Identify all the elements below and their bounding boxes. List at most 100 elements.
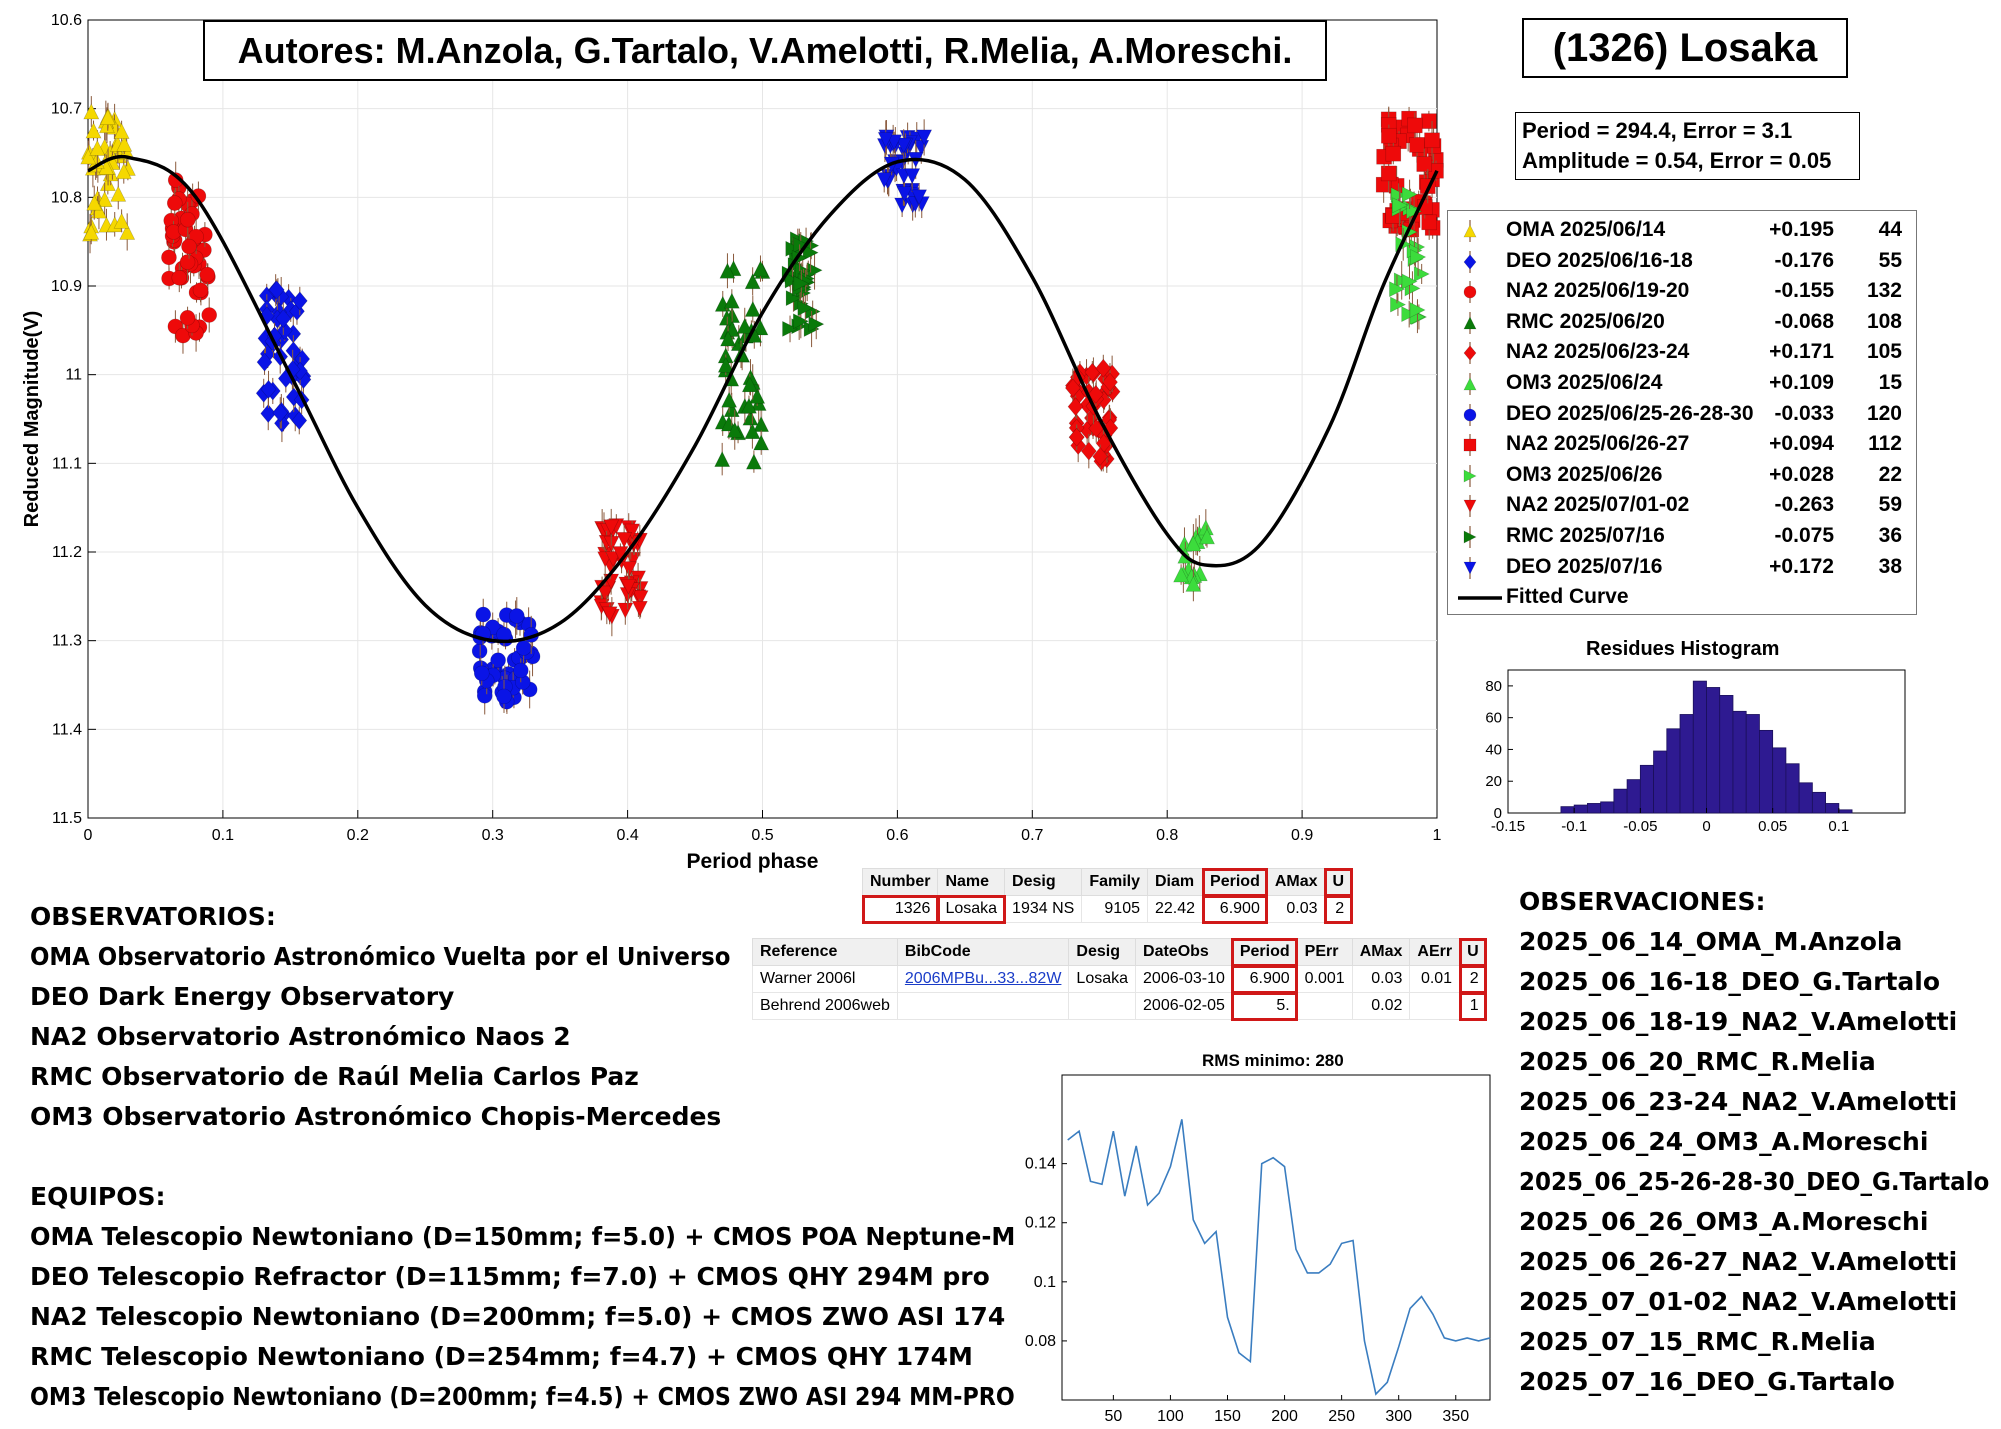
legend-name: RMC 2025/07/16 — [1506, 524, 1665, 547]
data-point — [1407, 117, 1423, 134]
lcdb-summary-row-cell-1: Losaka — [936, 894, 1006, 924]
data-point — [1401, 273, 1418, 290]
data-point — [752, 260, 769, 277]
data-point — [877, 132, 894, 149]
period-amplitude-box: Period = 294.4, Error = 3.1 Amplitude = … — [1515, 112, 1860, 180]
observacion-item-10: 2025_07_15_RMC_R.Melia — [1519, 1327, 1876, 1356]
lcdb-ref-row-0-cell-4: 6.900 — [1231, 964, 1299, 994]
equipo-item-4: OM3 Telescopio Newtoniano (D=200mm; f=4.… — [30, 1382, 1015, 1411]
data-point — [201, 307, 217, 323]
histogram-bar — [1745, 714, 1760, 814]
lcdb-ref-header-8: U — [1458, 937, 1488, 967]
legend-offset: +0.028 — [1769, 462, 1834, 486]
y-tick-label: 11.4 — [52, 721, 82, 738]
data-point — [275, 309, 292, 329]
legend-entry-9: NA2 2025/07/01-02 -0.263 59 — [1448, 490, 1916, 520]
data-point — [1185, 535, 1202, 552]
lcdb-summary-header-0: Number — [861, 868, 939, 896]
legend-name: Fitted Curve — [1506, 585, 1629, 609]
y-tick-label: 10.9 — [51, 278, 82, 295]
data-point — [736, 317, 753, 334]
data-point — [179, 254, 196, 270]
y-tick-label: 10.6 — [51, 12, 82, 29]
data-point — [256, 352, 273, 372]
data-point — [260, 379, 277, 399]
data-point — [113, 122, 130, 139]
x-tick-label: 0.7 — [1021, 827, 1043, 844]
data-point — [726, 421, 743, 438]
histogram-title: Residues Histogram — [1586, 638, 1780, 660]
data-point — [1381, 127, 1397, 144]
data-point — [601, 606, 618, 623]
lcdb-ref-header-4: Period — [1231, 937, 1299, 967]
x-tick-label: 0.3 — [482, 827, 504, 844]
lcdb-summary-row-cell-6: 0.03 — [1266, 895, 1326, 923]
data-point — [83, 223, 100, 240]
legend-entry-7: NA2 2025/06/26-27 +0.094 112 — [1448, 429, 1916, 459]
histogram-bar — [1573, 804, 1588, 814]
data-point — [192, 282, 209, 299]
rms-x-tick-label: 50 — [1104, 1408, 1122, 1425]
data-point — [1385, 145, 1402, 162]
legend-offset: -0.033 — [1774, 401, 1834, 425]
legend-entry-6: DEO 2025/06/25-26-28-30 -0.033 120 — [1448, 399, 1916, 429]
data-point — [1393, 272, 1410, 289]
lcdb-summary-header-3: Family — [1081, 868, 1148, 896]
observacion-item-7: 2025_06_26_OM3_A.Moreschi — [1519, 1207, 1929, 1236]
lcdb-ref-row-0-cell-1[interactable]: 2006MPBu...33...82W — [896, 965, 1070, 993]
series-2 — [161, 161, 217, 354]
lcdb-summary-row-cell-0: 1326 — [861, 894, 939, 924]
data-point — [742, 409, 759, 426]
histogram-bar — [1639, 764, 1654, 814]
legend-symbol — [1463, 316, 1477, 330]
rms-area — [1061, 1074, 1491, 1401]
observacion-item-1: 2025_06_16-18_DEO_G.Tartalo — [1519, 967, 1941, 996]
data-point — [512, 662, 529, 679]
data-point — [603, 519, 620, 536]
data-point — [752, 319, 769, 336]
lcdb-ref-header-2: Desig — [1068, 938, 1137, 966]
data-point — [476, 687, 493, 704]
lcdb-ref-row-0-cell-0: Warner 2006l — [752, 965, 898, 993]
lcdb-ref-row-1-cell-0: Behrend 2006web — [752, 992, 898, 1020]
x-tick-label: 0.1 — [212, 827, 234, 844]
lcdb-ref-row-0: Warner 2006l 2006MPBu...33...82W Losaka 200… — [752, 964, 1488, 994]
asteroid-title: (1326) Losaka — [1522, 18, 1848, 78]
hist-x-tick-label: -0.1 — [1561, 818, 1587, 835]
observatorio-item-2: NA2 Observatorio Astronómico Naos 2 — [30, 1022, 571, 1051]
legend-offset: +0.171 — [1769, 340, 1834, 364]
rms-y-tick-label: 0.1 — [1034, 1274, 1056, 1291]
y-tick-label: 11 — [65, 367, 82, 384]
data-point — [1102, 372, 1118, 392]
legend-symbol — [1463, 561, 1477, 575]
y-tick-label: 11.5 — [52, 810, 82, 827]
legend-symbol — [1463, 377, 1477, 391]
legend-symbol — [1463, 408, 1477, 421]
legend-name: RMC 2025/06/20 — [1506, 309, 1665, 333]
data-point — [171, 269, 188, 286]
lcdb-ref-header-5: PErr — [1296, 938, 1353, 966]
data-point — [895, 137, 912, 154]
data-point — [199, 266, 216, 283]
data-point — [894, 197, 911, 214]
data-point — [886, 134, 903, 151]
legend-name: NA2 2025/06/23-24 — [1506, 340, 1690, 364]
legend-symbol — [1463, 285, 1477, 299]
data-point — [471, 643, 488, 659]
data-point — [116, 135, 133, 152]
legend-marker-circle — [1463, 403, 1477, 426]
data-point — [741, 376, 758, 393]
legend-entry-10: RMC 2025/07/16 -0.075 36 — [1448, 521, 1916, 551]
legend-symbol — [1463, 345, 1477, 362]
data-point — [913, 139, 930, 156]
lcdb-references-table: Reference BibCode Desig DateObs Period PErr AM… — [752, 937, 1488, 1021]
series-11 — [876, 119, 933, 221]
data-point — [1198, 528, 1215, 545]
lcdb-ref-header-row: Reference BibCode Desig DateObs Period PErr AM… — [752, 937, 1488, 967]
lcdb-summary-table: Number Name Desig Family Diam Period AMax U 132… — [861, 867, 1353, 924]
legend-entry-4: NA2 2025/06/23-24 +0.171 105 — [1448, 337, 1916, 367]
legend-marker-triangle-right — [1463, 526, 1477, 548]
rms-y-tick-label: 0.08 — [1025, 1333, 1056, 1350]
y-tick-label: 11.1 — [52, 455, 82, 472]
y-tick-label: 10.7 — [51, 101, 82, 118]
